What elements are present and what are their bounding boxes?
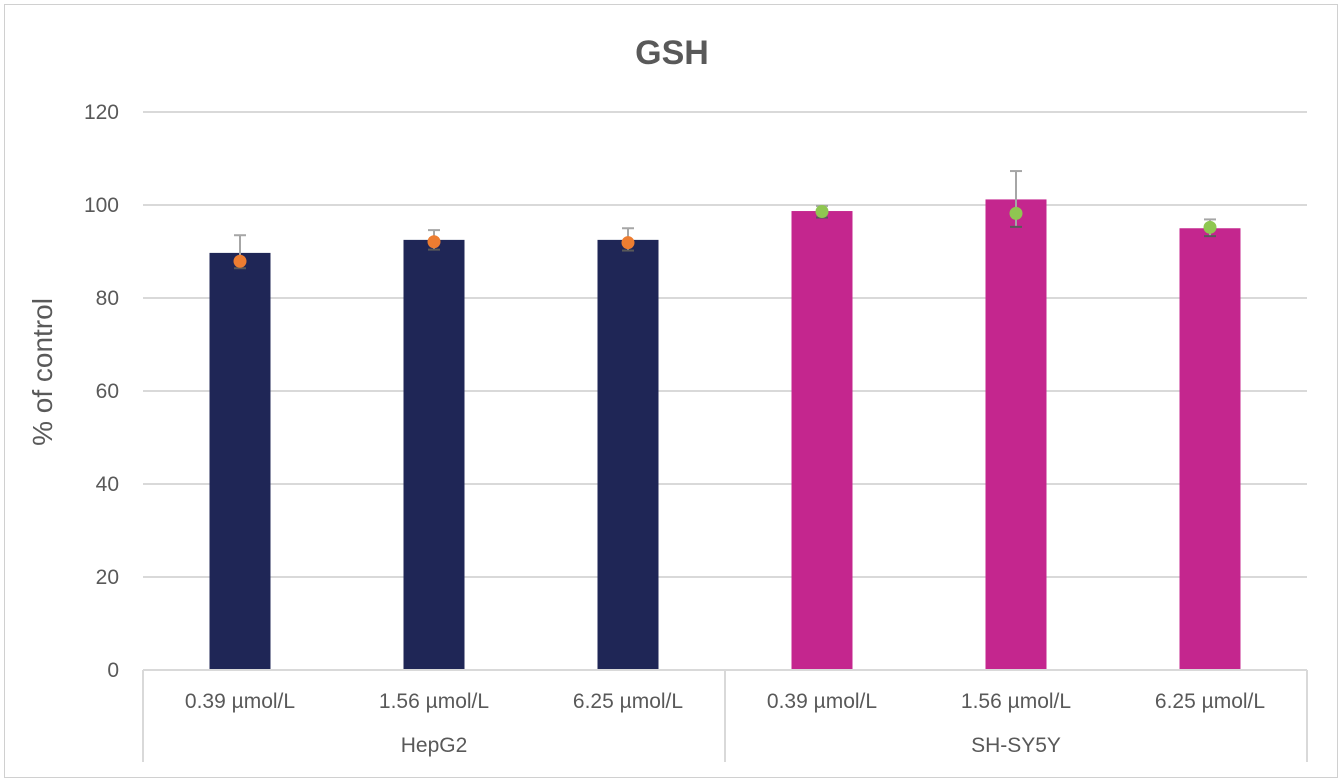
data-point-sh-sy5y-2 <box>1009 206 1023 220</box>
x-group-label-hepg2: HepG2 <box>401 734 468 757</box>
data-points <box>233 205 1217 268</box>
chart-title: GSH <box>635 34 709 72</box>
y-tick-label-60: 60 <box>96 380 119 403</box>
x-category-label-hepg2-2: 1.56 µmol/L <box>379 690 489 713</box>
y-tick-label-20: 20 <box>96 566 119 589</box>
bars <box>209 199 1241 671</box>
y-tick-label-100: 100 <box>84 194 119 217</box>
y-tick-label-0: 0 <box>107 659 119 682</box>
data-point-hepg2-1 <box>233 254 247 268</box>
bar-sh-sy5y-2 <box>985 199 1047 671</box>
gridlines <box>143 111 1307 578</box>
bar-hepg2-1 <box>209 252 271 670</box>
x-category-label-sh-sy5y-3: 6.25 µmol/L <box>1155 690 1265 713</box>
bar-sh-sy5y-3 <box>1179 228 1241 670</box>
bar-hepg2-3 <box>597 239 659 670</box>
data-point-hepg2-3 <box>621 236 635 250</box>
bar-sh-sy5y-1 <box>791 211 853 671</box>
bar-hepg2-2 <box>403 239 465 670</box>
y-axis-label: % of control <box>27 298 58 446</box>
error-bars <box>234 170 1216 270</box>
x-category-label-sh-sy5y-1: 0.39 µmol/L <box>767 690 877 713</box>
x-category-label-hepg2-1: 0.39 µmol/L <box>185 690 295 713</box>
x-category-label-hepg2-3: 6.25 µmol/L <box>573 690 683 713</box>
y-tick-label-80: 80 <box>96 287 119 310</box>
y-tick-label-40: 40 <box>96 473 119 496</box>
x-group-label-sh-sy5y: SH-SY5Y <box>971 734 1061 757</box>
data-point-hepg2-2 <box>427 235 441 249</box>
data-point-sh-sy5y-1 <box>815 205 829 219</box>
x-category-label-sh-sy5y-2: 1.56 µmol/L <box>961 690 1071 713</box>
x-axis: 0.39 µmol/L 1.56 µmol/L 6.25 µmol/L 0.39 µm… <box>142 669 1308 762</box>
data-point-sh-sy5y-3 <box>1203 220 1217 234</box>
y-tick-labels: 0 20 40 60 80 100 120 <box>84 101 119 682</box>
y-tick-label-120: 120 <box>84 101 119 124</box>
